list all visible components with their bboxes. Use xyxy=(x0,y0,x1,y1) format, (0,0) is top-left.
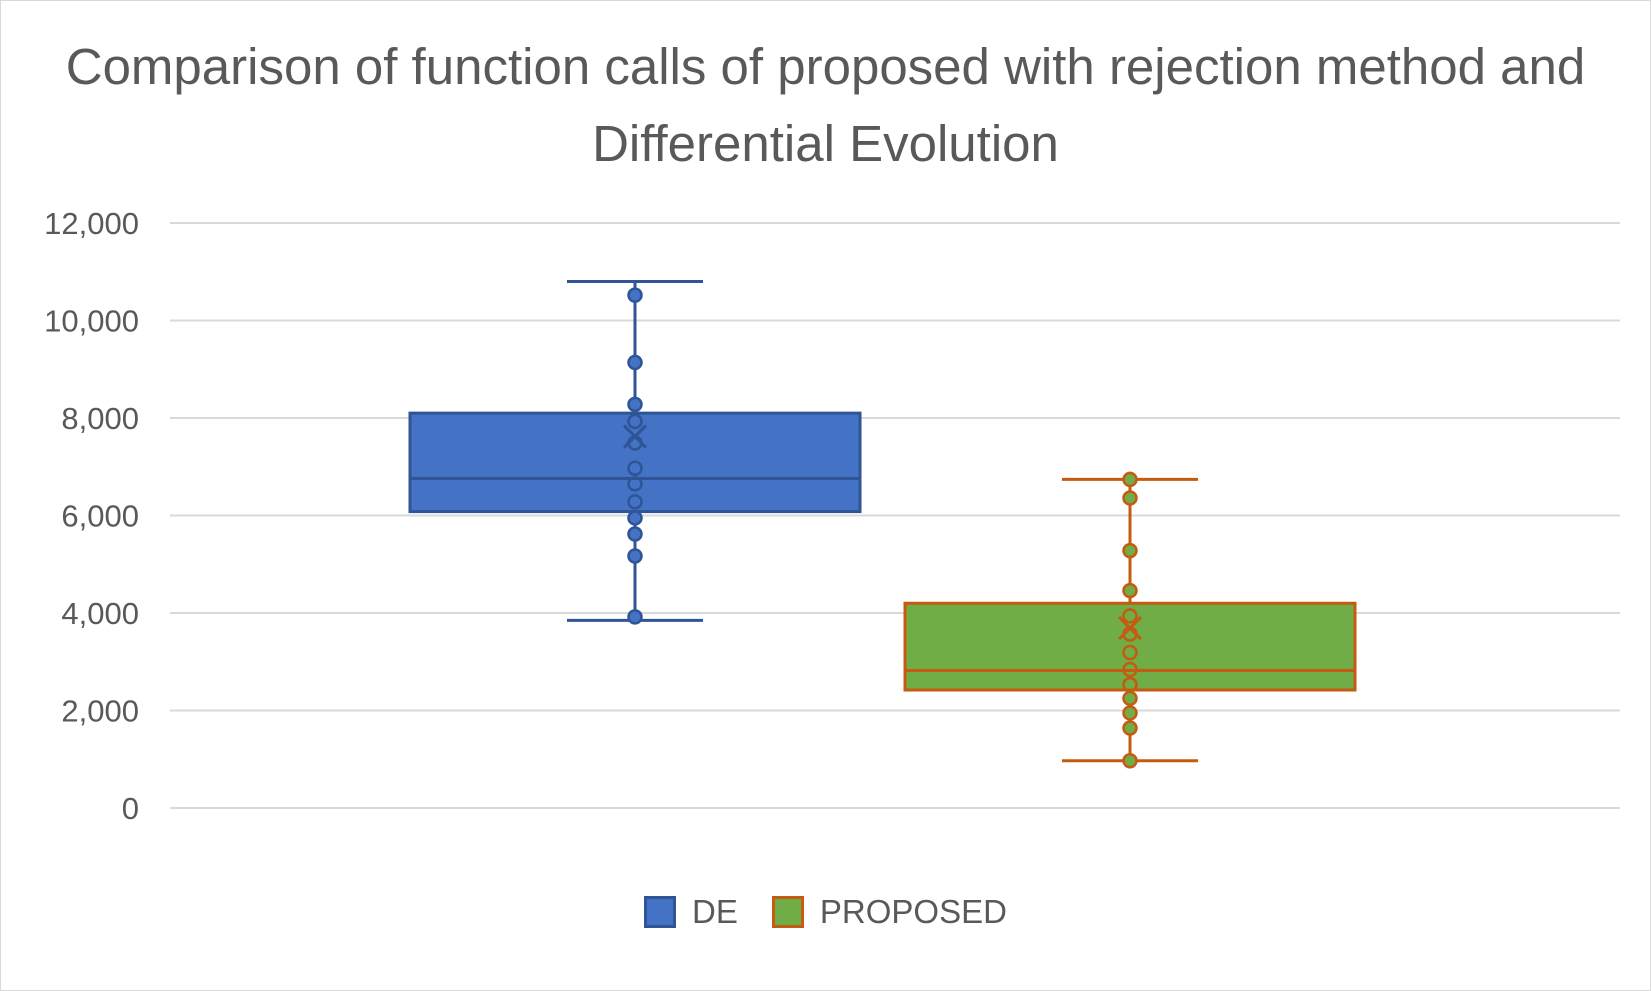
legend-swatch-proposed xyxy=(771,896,804,928)
data-point-de xyxy=(627,460,643,476)
data-point-de xyxy=(627,609,643,625)
data-point-de xyxy=(627,548,643,564)
data-point-proposed xyxy=(1122,661,1138,678)
mean-marker-proposed xyxy=(1117,616,1143,641)
data-point-proposed xyxy=(1122,690,1138,707)
data-point-proposed xyxy=(1122,720,1138,736)
data-point-de xyxy=(627,354,643,371)
data-point-proposed xyxy=(1122,705,1138,721)
y-tick-label: 10,000 xyxy=(44,304,139,339)
data-point-proposed xyxy=(1122,608,1138,624)
legend-item-de: DE xyxy=(644,893,738,931)
data-point-proposed xyxy=(1122,542,1138,559)
legend-swatch-de xyxy=(644,896,677,928)
legend-item-proposed: PROPOSED xyxy=(771,893,1007,931)
y-tick-label: 0 xyxy=(122,791,139,826)
data-point-proposed xyxy=(1122,676,1138,693)
chart-title: Comparison of function calls of proposed… xyxy=(65,38,1586,172)
legend-label-de: DE xyxy=(692,893,738,930)
legend-label-proposed: PROPOSED xyxy=(819,893,1007,930)
data-point-proposed xyxy=(1122,490,1138,506)
data-point-de xyxy=(627,494,643,510)
data-point-de xyxy=(627,396,643,413)
y-tick-label: 2,000 xyxy=(61,694,139,729)
y-tick-label: 6,000 xyxy=(61,499,139,534)
data-point-de xyxy=(627,287,643,303)
data-point-de xyxy=(627,413,643,430)
legend: DE PROPOSED xyxy=(0,884,1651,940)
data-point-proposed xyxy=(1122,582,1138,599)
y-tick-label: 8,000 xyxy=(61,401,139,436)
y-tick-label: 12,000 xyxy=(44,206,139,241)
data-point-de xyxy=(627,476,643,492)
data-point-proposed xyxy=(1122,752,1138,769)
data-point-proposed xyxy=(1122,644,1138,661)
data-point-proposed xyxy=(1122,471,1138,488)
y-tick-label: 4,000 xyxy=(61,596,139,631)
data-point-de xyxy=(627,526,643,542)
mean-marker-de xyxy=(622,424,648,449)
data-point-de xyxy=(627,510,643,526)
